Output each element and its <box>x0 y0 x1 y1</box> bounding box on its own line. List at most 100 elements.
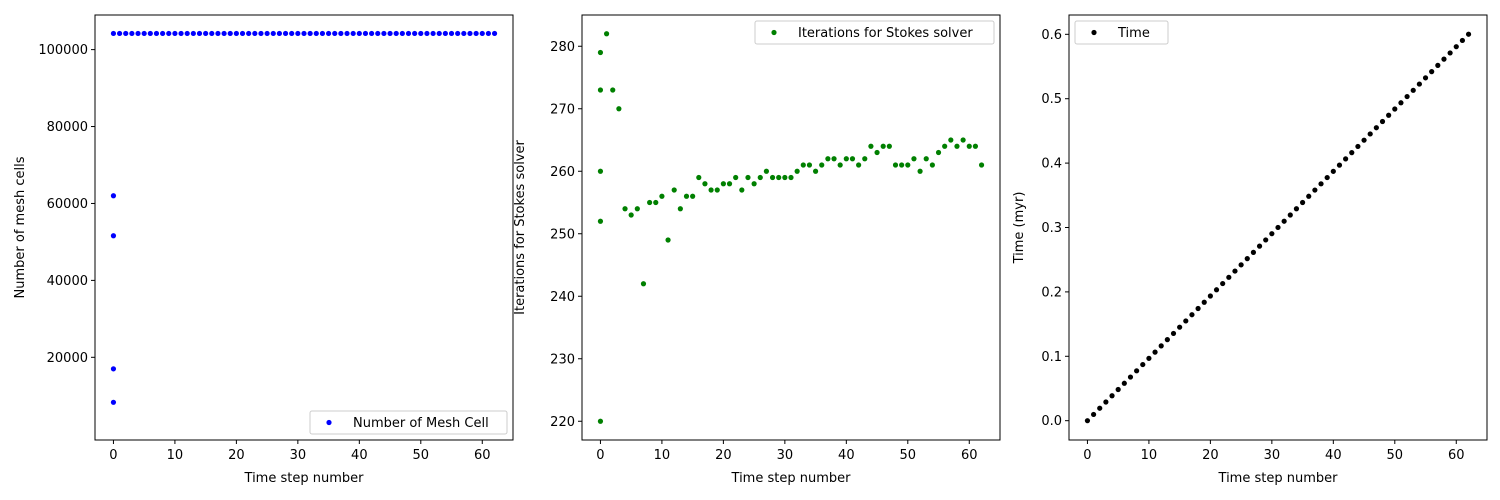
x-tick-label: 40 <box>838 448 855 463</box>
data-point <box>831 156 837 162</box>
data-point <box>1256 243 1263 249</box>
data-point <box>806 162 813 168</box>
data-point <box>1232 268 1238 274</box>
data-point <box>819 162 825 168</box>
x-tick-label: 20 <box>1202 448 1219 463</box>
data-point <box>886 143 892 149</box>
data-point <box>1306 193 1312 199</box>
x-axis-label: Time step number <box>244 471 365 486</box>
data-point <box>1244 256 1250 262</box>
data-point <box>647 199 653 206</box>
data-point <box>1158 343 1164 349</box>
data-point <box>825 156 831 162</box>
data-point <box>252 30 258 37</box>
data-point <box>264 30 270 37</box>
data-point <box>708 187 714 193</box>
x-tick-label: 60 <box>474 448 491 463</box>
data-point <box>782 174 788 181</box>
data-point <box>1404 93 1410 100</box>
data-point <box>1343 156 1349 162</box>
data-point <box>1250 249 1257 255</box>
data-point <box>917 168 923 174</box>
data-point <box>166 30 172 37</box>
data-point <box>1115 386 1121 393</box>
data-point <box>653 199 659 206</box>
data-point <box>960 137 966 143</box>
data-point <box>1201 299 1207 305</box>
data-point <box>1386 112 1392 118</box>
data-point <box>1207 293 1213 299</box>
data-point <box>203 30 209 37</box>
x-tick-label: 20 <box>715 448 732 463</box>
data-point <box>1355 143 1361 150</box>
y-tick-label: 230 <box>550 352 575 367</box>
data-point <box>880 143 886 149</box>
data-point <box>221 30 227 37</box>
legend-label: Number of Mesh Cell <box>353 416 489 431</box>
data-point <box>1336 162 1343 168</box>
data-point <box>116 30 123 37</box>
data-point <box>603 31 610 37</box>
data-point <box>634 206 640 212</box>
legend: Iterations for Stokes solver <box>754 20 995 45</box>
data-point <box>616 106 622 112</box>
data-point <box>1361 137 1367 143</box>
data-point <box>233 30 239 37</box>
data-point <box>1164 337 1170 343</box>
data-point <box>978 162 985 168</box>
x-axis-label: Time step number <box>1218 471 1339 486</box>
data-point <box>720 181 726 187</box>
data-point <box>485 30 492 37</box>
data-point <box>1379 118 1386 125</box>
data-point <box>270 30 276 37</box>
data-point <box>1140 361 1146 368</box>
stokes-iterations-plot: 0 10 20 30 40 50 60 220 230 240 250 260 270 280 Time s… <box>513 14 1001 486</box>
data-point <box>1349 150 1355 156</box>
data-point <box>1177 324 1183 330</box>
data-point <box>862 156 868 162</box>
y-tick-label: 0.3 <box>1041 221 1062 236</box>
data-point <box>1453 44 1459 50</box>
x-tick-label: 60 <box>1448 448 1465 463</box>
legend-marker <box>771 29 777 36</box>
data-point <box>1422 75 1429 81</box>
data-point <box>1097 405 1103 411</box>
y-axis-label: Iterations for Stokes solver <box>513 139 528 314</box>
data-point <box>690 193 696 199</box>
data-point <box>769 174 776 181</box>
data-point <box>868 143 874 149</box>
data-point <box>1398 100 1404 106</box>
data-point <box>239 30 246 37</box>
data-point <box>301 30 307 37</box>
data-point <box>1269 231 1275 237</box>
y-tick-label: 260 <box>550 165 575 180</box>
data-point <box>597 218 604 224</box>
data-point <box>1090 411 1097 418</box>
data-point <box>1238 262 1244 268</box>
data-point <box>1465 31 1472 37</box>
y-axis-label: Time (myr) <box>1012 192 1027 265</box>
data-point <box>369 30 375 37</box>
data-point <box>1392 106 1398 112</box>
data-point <box>172 30 178 37</box>
data-point <box>190 30 196 37</box>
data-point <box>467 30 473 37</box>
data-point <box>436 30 442 37</box>
data-point <box>461 30 467 37</box>
data-point <box>800 162 806 168</box>
data-point <box>110 193 117 199</box>
data-point <box>726 181 733 187</box>
data-point <box>313 30 319 37</box>
data-point <box>1189 312 1195 318</box>
data-point <box>665 237 671 243</box>
legend-label: Iterations for Stokes solver <box>798 26 973 41</box>
data-point <box>788 174 794 181</box>
data-point <box>776 174 782 181</box>
data-point <box>1416 81 1422 87</box>
data-point <box>1263 237 1269 243</box>
data-point <box>702 181 708 187</box>
y-tick-label: 0.1 <box>1041 350 1062 365</box>
data-point <box>325 30 332 37</box>
data-point <box>178 30 184 37</box>
